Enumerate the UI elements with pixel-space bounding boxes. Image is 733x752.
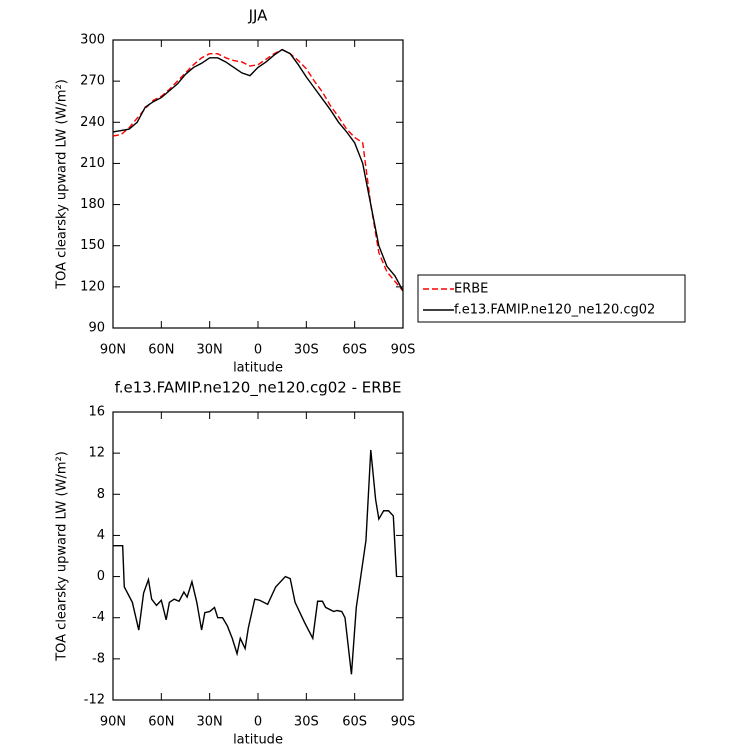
y-tick-label: -12 [84,693,105,708]
x-tick-label: 90S [391,715,416,730]
y-tick-label: 8 [97,487,105,502]
y-tick-label: 90 [88,321,105,336]
y-tick-label: 4 [97,528,105,543]
plot-frame [112,411,404,701]
legend-box [417,274,686,323]
y-tick-label: 120 [80,279,105,294]
chart-title: f.e13.FAMIP.ne120_ne120.cg02 - ERBE [115,379,402,398]
legend-label: ERBE [454,282,488,297]
x-tick-label: 30N [197,343,223,358]
x-tick-label: 30S [294,343,319,358]
y-tick-label: 150 [80,238,105,253]
y-tick-label: 180 [80,197,105,212]
y-tick-label: 210 [80,156,105,171]
y-tick-label: 12 [88,446,105,461]
x-tick-label: 60N [148,715,174,730]
legend-label: f.e13.FAMIP.ne120_ne120.cg02 [454,303,655,318]
series-line [113,449,398,675]
y-tick-label: 240 [80,115,105,130]
y-tick-label: 16 [88,405,105,420]
y-tick-label: -8 [92,651,105,666]
y-tick-label: 270 [80,74,105,89]
x-tick-label: 0 [254,343,262,358]
series-line [112,48,404,292]
y-tick-label: -4 [92,610,105,625]
x-tick-label: 60S [342,343,367,358]
series-line [112,48,404,292]
x-tick-label: 30N [197,715,223,730]
plot-frame [112,39,404,329]
x-tick-label: 90S [391,343,416,358]
x-tick-label: 0 [254,715,262,730]
y-axis-label: TOA clearsky upward LW (W/m²) [55,451,70,662]
y-tick-label: 300 [80,33,105,48]
x-axis-label: latitude [233,361,283,376]
x-axis-label: latitude [233,733,283,748]
x-tick-label: 90N [100,343,126,358]
x-tick-label: 60S [342,715,367,730]
y-tick-label: 0 [97,569,105,584]
x-tick-label: 30S [294,715,319,730]
x-tick-label: 90N [100,715,126,730]
x-tick-label: 60N [148,343,174,358]
y-axis-label: TOA clearsky upward LW (W/m²) [55,79,70,290]
chart-title: JJA [248,7,269,25]
